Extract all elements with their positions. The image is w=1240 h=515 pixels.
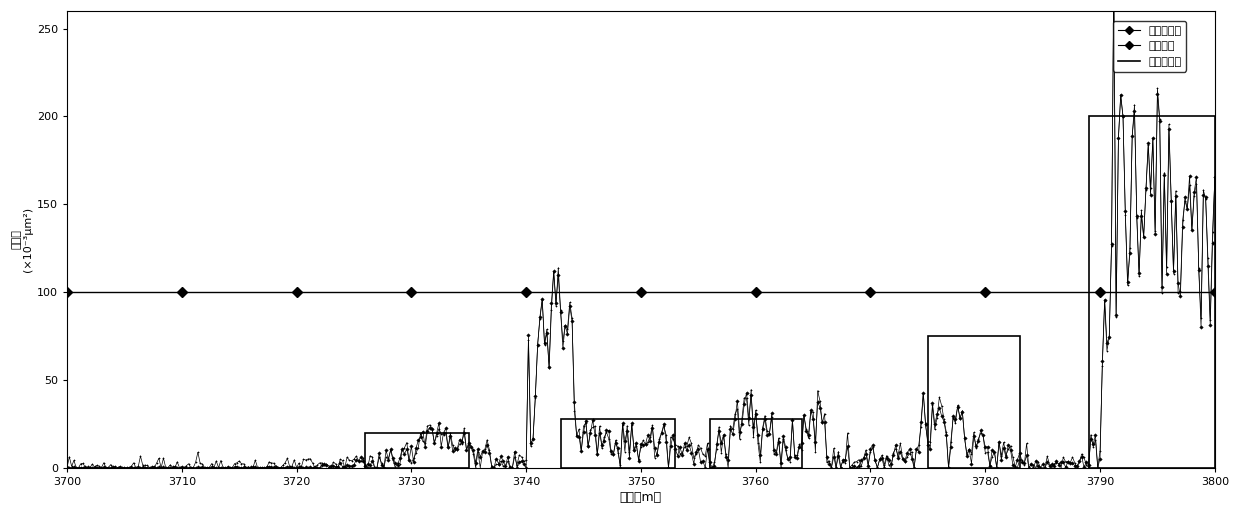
实验渗透率 [394, 447, 409, 453]
Bar [928, 336, 1019, 468]
实验渗透率 [480, 437, 495, 443]
离心渗透率 [480, 442, 495, 448]
层位位置 [60, 289, 74, 295]
离心渗透率 [60, 464, 74, 470]
实验渗透率 [68, 465, 83, 471]
Bar [709, 419, 801, 468]
层位位置 [1092, 289, 1107, 295]
层位位置 [289, 289, 304, 295]
层位位置 [978, 289, 993, 295]
实验渗透率 [1012, 456, 1027, 462]
离心渗透率 [346, 461, 361, 468]
Line: 实验渗透率: 实验渗透率 [66, 0, 1216, 469]
实验渗透率 [1208, 175, 1223, 181]
离心渗透率 [801, 432, 816, 438]
层位位置 [863, 289, 878, 295]
Bar [1089, 116, 1215, 468]
Bar [560, 419, 676, 468]
Y-axis label: 渗透率
(×10⁻³μm²): 渗透率 (×10⁻³μm²) [11, 207, 32, 272]
Legend: 离心渗透率, 层位位置, 实验渗透率: 离心渗透率, 层位位置, 实验渗透率 [1114, 21, 1187, 72]
Line: 离心渗透率: 离心渗透率 [66, 0, 1216, 469]
实验渗透率 [60, 465, 74, 471]
层位位置 [175, 289, 190, 295]
层位位置 [748, 289, 763, 295]
层位位置 [404, 289, 419, 295]
层位位置 [634, 289, 649, 295]
X-axis label: 井深（m）: 井深（m） [620, 491, 662, 504]
离心渗透率 [815, 419, 830, 425]
实验渗透率 [346, 456, 361, 462]
离心渗透率 [1012, 450, 1027, 456]
实验渗透率 [815, 420, 830, 426]
离心渗透率 [62, 465, 77, 471]
Bar [366, 433, 469, 468]
实验渗透率 [801, 435, 816, 441]
层位位置 [1208, 289, 1223, 295]
层位位置 [518, 289, 533, 295]
离心渗透率 [394, 446, 409, 452]
离心渗透率 [1208, 174, 1223, 180]
Line: 层位位置: 层位位置 [63, 288, 1218, 296]
